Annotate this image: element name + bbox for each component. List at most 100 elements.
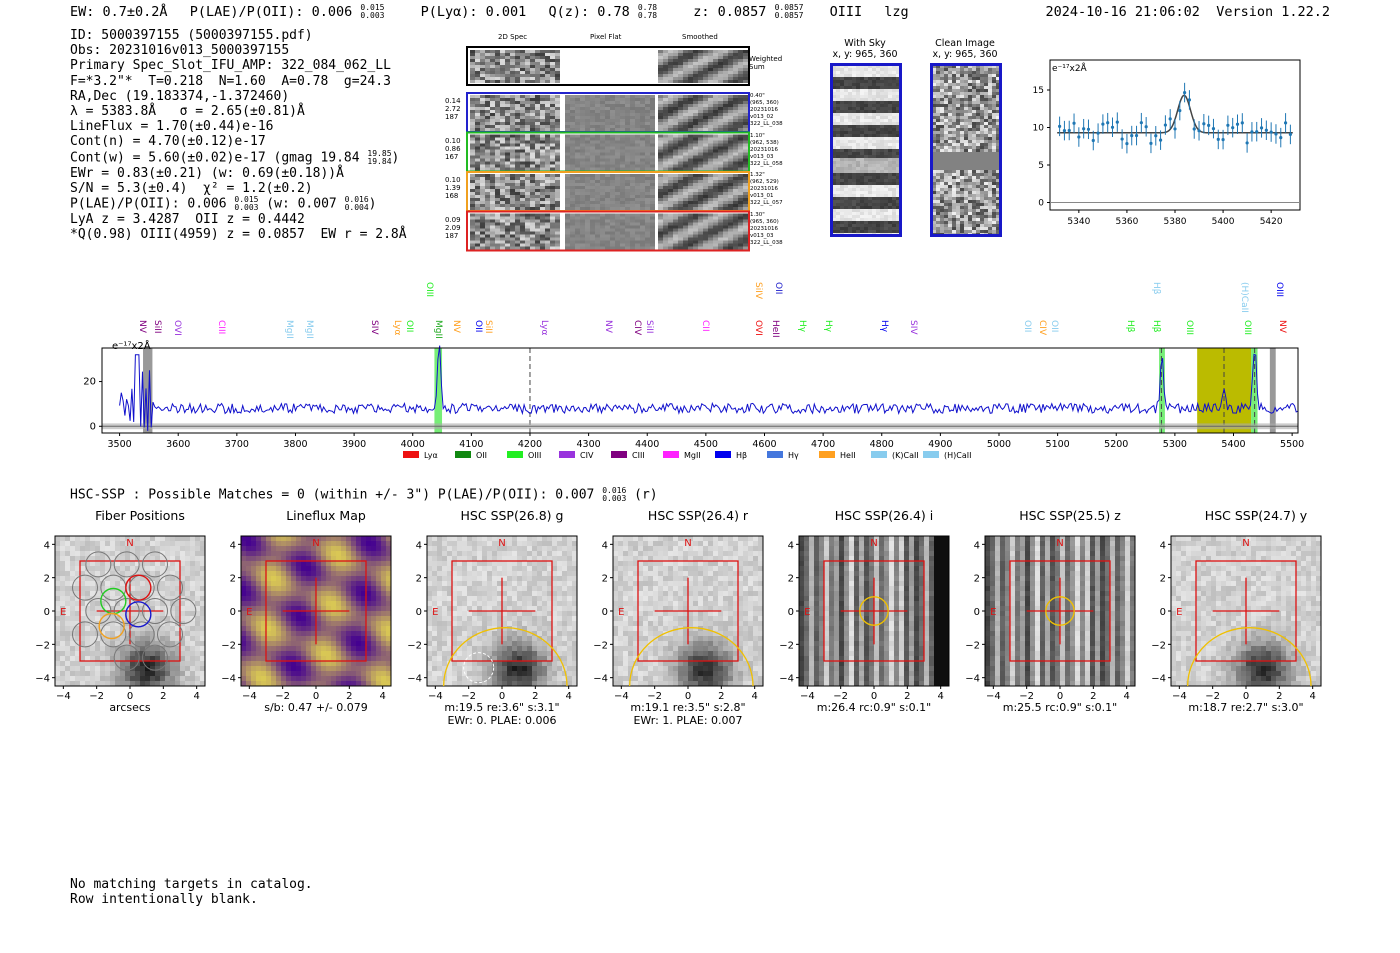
- xtick: 4: [937, 691, 943, 702]
- legend-item: Lyα: [403, 451, 438, 460]
- xtick: −2: [1019, 691, 1034, 702]
- line-label: OIII: [1274, 282, 1285, 298]
- fiber-circle: [142, 598, 168, 624]
- ytick: 2: [416, 574, 422, 585]
- cutout-2dspec-1: [470, 134, 560, 171]
- panel-title: Lineflux Map: [286, 508, 366, 523]
- fit-point: [1163, 123, 1167, 127]
- header-plya: P(Lyα): 0.001: [420, 4, 527, 20]
- east-label: E: [618, 607, 624, 618]
- line-label: NV: [137, 320, 148, 333]
- cutout-pixelflat-2: [565, 174, 655, 210]
- weighted-pixelflat: [560, 50, 656, 82]
- cutout-pixelflat-3: [565, 213, 655, 250]
- line-label: CIII: [216, 320, 227, 335]
- fiber-orange: [98, 612, 125, 640]
- line-label: CIV: [632, 320, 643, 336]
- imaging-panel: N E −4 −4 −2 −2 0 0 2 2 4 4: [1151, 535, 1322, 702]
- info-sn: S/N = 5.3(±0.4) χ² = 1.2(±0.2): [70, 180, 313, 196]
- fit-point: [1110, 125, 1115, 129]
- north-label: N: [684, 538, 691, 549]
- line-label: SiII: [151, 320, 162, 334]
- fit-point: [1154, 134, 1158, 138]
- search-box: [1009, 560, 1111, 662]
- cutout-stats-2: 0.10 1.39 168: [445, 176, 461, 200]
- aperture-ellipse: [443, 627, 568, 687]
- timestamp: 2024-10-16 21:06:02: [1045, 4, 1200, 20]
- panel-title: HSC SSP(26.4) r: [647, 508, 749, 523]
- fit-point: [1245, 141, 1249, 145]
- xtick: 2: [532, 691, 538, 702]
- line-label: SiII: [482, 320, 493, 334]
- xtick: 2: [346, 691, 352, 702]
- spectrum-ytick: 20: [83, 377, 96, 388]
- search-box: [79, 560, 181, 662]
- info-radec: RA,Dec (19.183374,-1.372460): [70, 88, 290, 104]
- north-label: N: [126, 538, 133, 549]
- info-contw: Cont(w) = 5.60(±0.02)e-17 (gmag 19.84 19…: [70, 148, 400, 166]
- hsc-title: HSC-SSP : Possible Matches = 0 (within +…: [70, 486, 658, 503]
- fiber-circle: [100, 621, 127, 648]
- cutout-smoothed-1: [658, 134, 748, 171]
- line-label: OII: [1048, 320, 1059, 333]
- info-primary: Primary Spec_Slot_IFU_AMP: 322_084_062_L…: [70, 58, 391, 74]
- line-fit-plot: e⁻¹⁷x2Å 0 5 10 15 5340 5360 5380 5400 5420: [1033, 59, 1301, 227]
- cutout-pixelflat-0: [565, 95, 655, 131]
- fit-point: [1250, 130, 1254, 134]
- fiber-circle: [85, 598, 112, 624]
- fiber-circle: [113, 644, 140, 671]
- image-pixels: [799, 536, 950, 687]
- search-box: [451, 560, 553, 662]
- info-obs: Obs: 20231016v013_5000397155: [70, 43, 290, 59]
- spectrum-xtick: 4100: [459, 439, 483, 450]
- ytick: 2: [1160, 574, 1166, 585]
- cutout-stats-0: 0.14 2.72 187: [445, 97, 461, 121]
- line-label: NV: [603, 320, 614, 333]
- legend-label: (K)CaII: [892, 451, 919, 460]
- weighted-sum-frame: [466, 46, 750, 86]
- line-label: Hγ: [878, 320, 889, 333]
- search-box: [265, 560, 367, 662]
- clean-image-title: Clean Image x, y: 965, 360: [932, 38, 998, 60]
- spectrum-xtick: 4500: [694, 439, 718, 450]
- xtick: −2: [275, 691, 290, 702]
- fit-point: [1115, 120, 1119, 124]
- fiber-circle: [113, 551, 140, 578]
- info-q: *Q(0.98) OIII(4959) z = 0.0857 EW r = 2.…: [70, 227, 407, 243]
- fit-point: [1183, 90, 1187, 95]
- band-gray: [1269, 348, 1276, 433]
- band-gray: [143, 348, 153, 433]
- xtick: 0: [685, 691, 691, 702]
- cutout-row-frame-3: [466, 210, 750, 252]
- fit-point: [1207, 123, 1211, 127]
- line-label: SiII: [644, 320, 655, 334]
- summary-header: EW: 0.7±0.2Å P(LAE)/P(OII): 0.006 0.015 0…: [70, 4, 923, 21]
- band-hbeta: [1159, 348, 1165, 433]
- cutout-smoothed-2: [658, 174, 748, 210]
- east-label: E: [990, 607, 996, 618]
- xtick: 0: [1243, 691, 1249, 702]
- fit-point: [1255, 130, 1259, 134]
- ytick: 4: [1160, 540, 1166, 551]
- fit-point: [1091, 138, 1095, 143]
- spectra-cutouts: 2D Spec Pixel Flat Smoothed Weighted Sum…: [440, 33, 800, 258]
- legend-label: (H)CaII: [944, 451, 971, 460]
- fit-point: [1158, 138, 1163, 142]
- fit-point: [1086, 127, 1091, 131]
- xtick: −2: [461, 691, 476, 702]
- spectrum-unit: e⁻¹⁷x2Å: [112, 339, 151, 352]
- line-label: NV: [1277, 320, 1288, 333]
- legend-item: (K)CaII: [871, 451, 919, 460]
- legend-label: HeII: [840, 451, 856, 460]
- fit-point: [1235, 122, 1240, 126]
- fit-xtick: 5400: [1212, 217, 1235, 227]
- ytick: 2: [788, 574, 794, 585]
- spectrum-xtick: 4200: [518, 439, 542, 450]
- aperture-circle: [1045, 596, 1075, 626]
- info-contn: Cont(n) = 4.70(±0.12)e-17: [70, 134, 266, 150]
- ytick: 2: [602, 574, 608, 585]
- legend-item: CIV: [559, 451, 594, 460]
- imaging-panel: N E −4 −4 −2 −2 0 0 2 2 4 4: [407, 535, 578, 702]
- fit-datapoints: [1058, 82, 1292, 154]
- imaging-panel: N E −4 −4 −2 −2 0 0 2 2 4 4: [35, 535, 206, 702]
